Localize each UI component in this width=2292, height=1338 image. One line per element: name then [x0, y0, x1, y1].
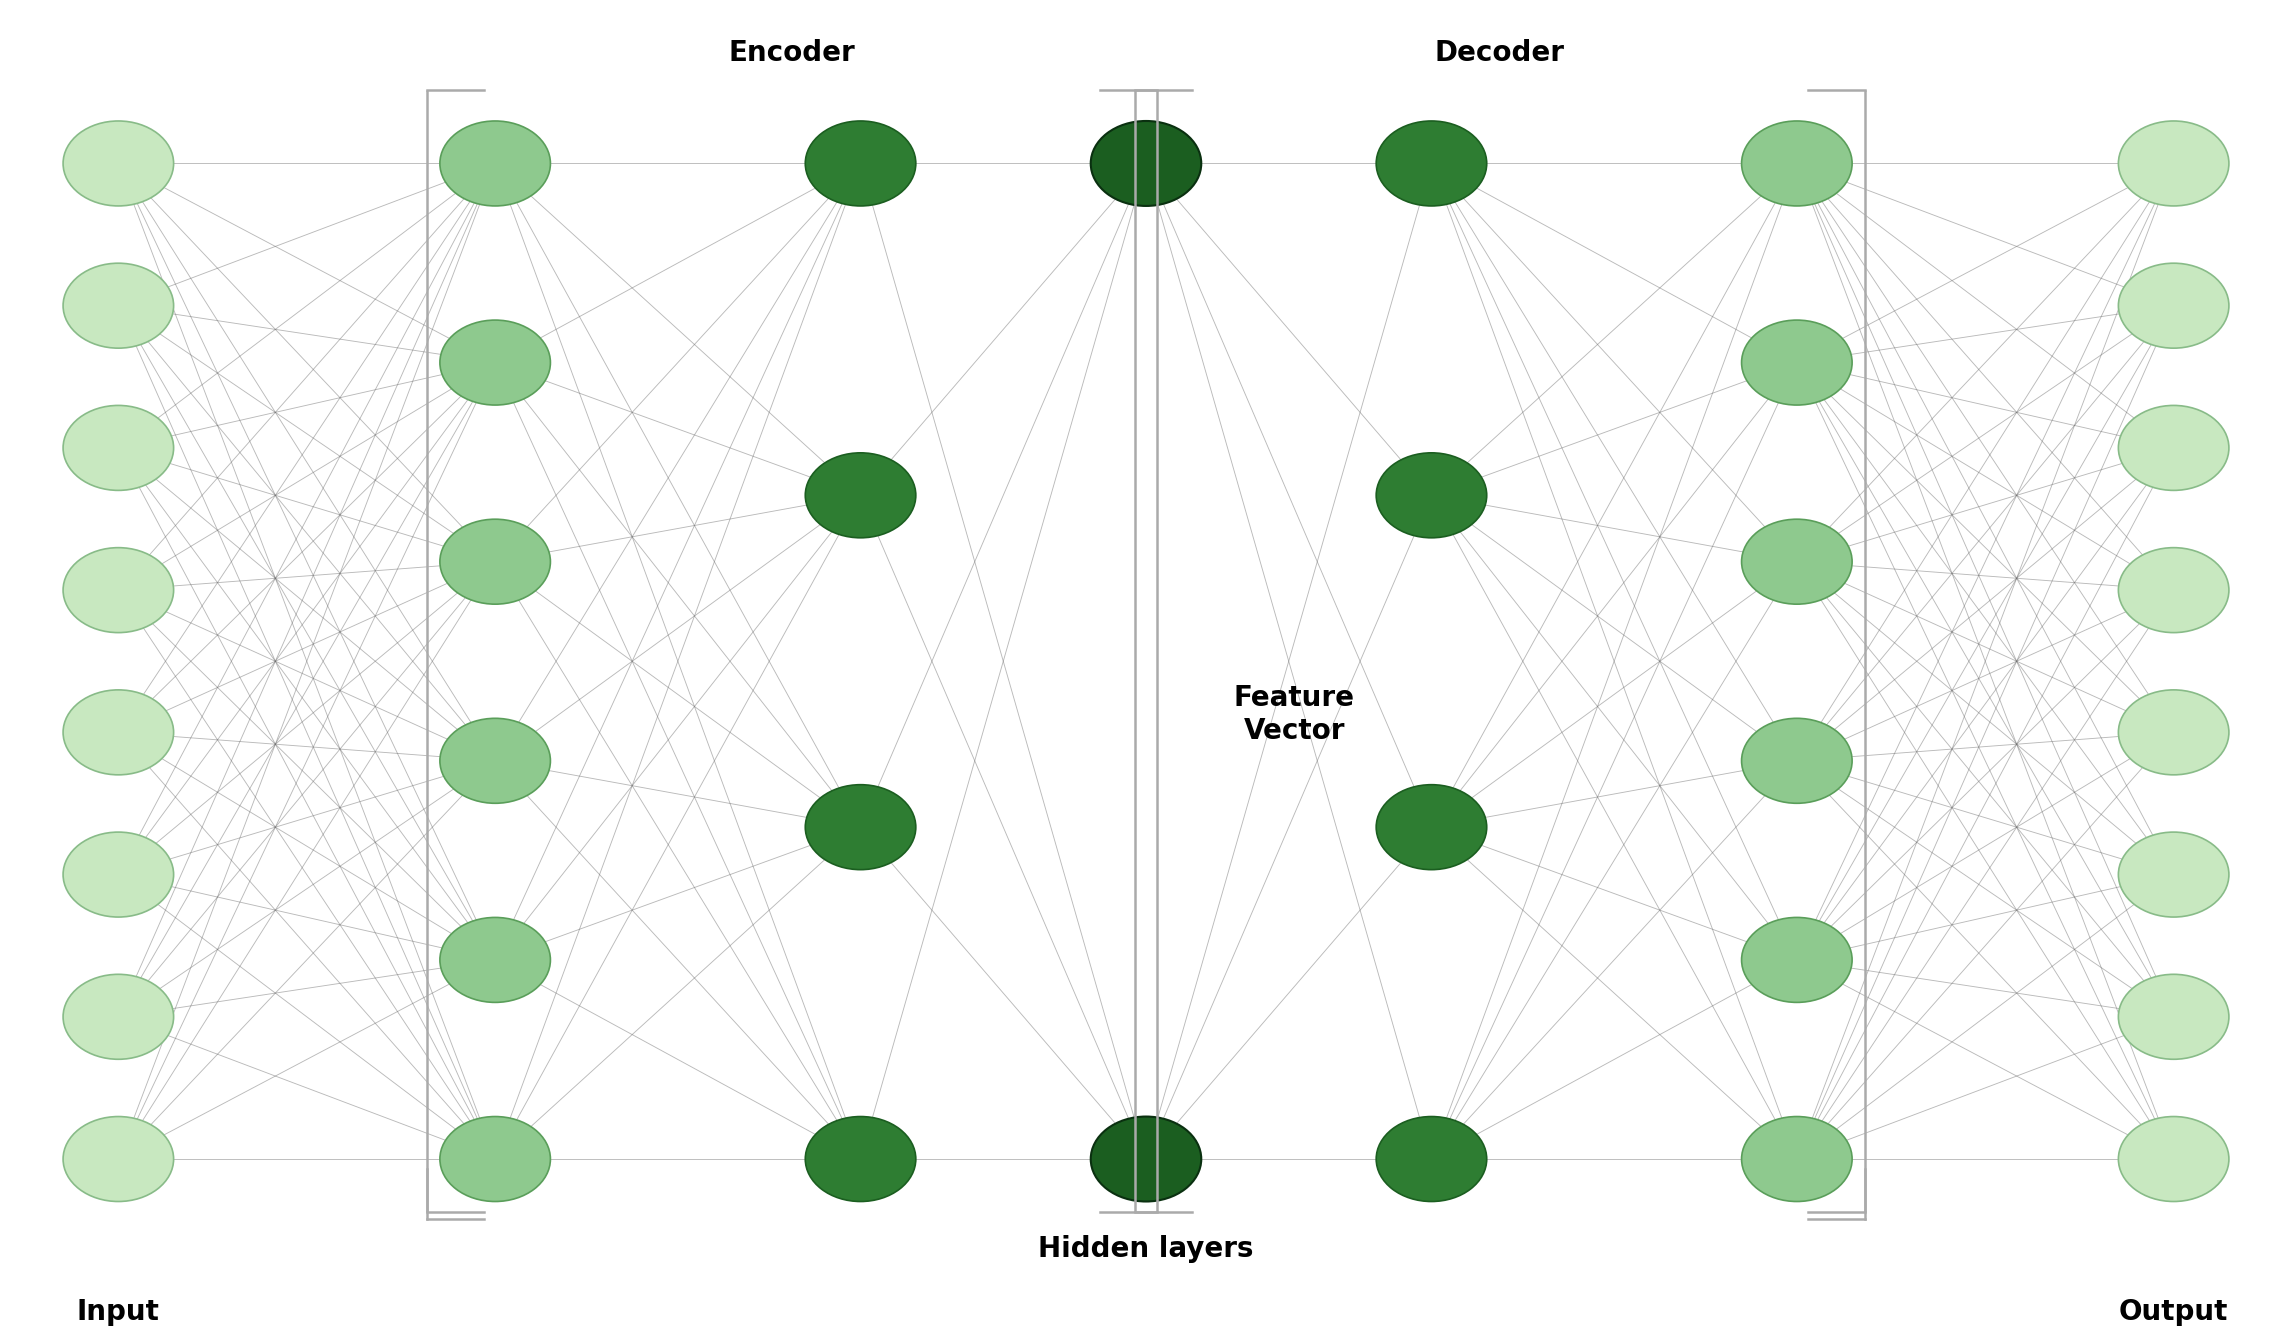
Ellipse shape [64, 690, 174, 775]
Ellipse shape [64, 547, 174, 633]
Ellipse shape [1742, 519, 1852, 605]
Ellipse shape [1091, 120, 1201, 206]
Ellipse shape [64, 120, 174, 206]
Text: Decoder: Decoder [1435, 39, 1565, 67]
Ellipse shape [440, 519, 550, 605]
Ellipse shape [2118, 974, 2228, 1060]
Ellipse shape [804, 1116, 917, 1202]
Ellipse shape [2118, 120, 2228, 206]
Ellipse shape [2118, 547, 2228, 633]
Ellipse shape [2118, 690, 2228, 775]
Ellipse shape [64, 832, 174, 917]
Ellipse shape [1375, 1116, 1488, 1202]
Ellipse shape [1375, 120, 1488, 206]
Ellipse shape [440, 918, 550, 1002]
Ellipse shape [64, 405, 174, 491]
Ellipse shape [2118, 405, 2228, 491]
Ellipse shape [64, 264, 174, 348]
Ellipse shape [440, 320, 550, 405]
Text: Hidden layers: Hidden layers [1038, 1235, 1254, 1263]
Text: Output: Output [2120, 1298, 2228, 1326]
Ellipse shape [1742, 1116, 1852, 1202]
Ellipse shape [804, 452, 917, 538]
Ellipse shape [1742, 120, 1852, 206]
Ellipse shape [64, 974, 174, 1060]
Ellipse shape [1742, 719, 1852, 803]
Ellipse shape [804, 120, 917, 206]
Text: Encoder: Encoder [729, 39, 855, 67]
Ellipse shape [1742, 918, 1852, 1002]
Ellipse shape [2118, 264, 2228, 348]
Text: Input: Input [78, 1298, 160, 1326]
Ellipse shape [1375, 452, 1488, 538]
Ellipse shape [2118, 1116, 2228, 1202]
Text: Feature
Vector: Feature Vector [1233, 684, 1355, 744]
Ellipse shape [804, 784, 917, 870]
Ellipse shape [2118, 832, 2228, 917]
Ellipse shape [440, 1116, 550, 1202]
Ellipse shape [1375, 784, 1488, 870]
Ellipse shape [1091, 1116, 1201, 1202]
Ellipse shape [64, 1116, 174, 1202]
Ellipse shape [440, 719, 550, 803]
Ellipse shape [440, 120, 550, 206]
Ellipse shape [1742, 320, 1852, 405]
